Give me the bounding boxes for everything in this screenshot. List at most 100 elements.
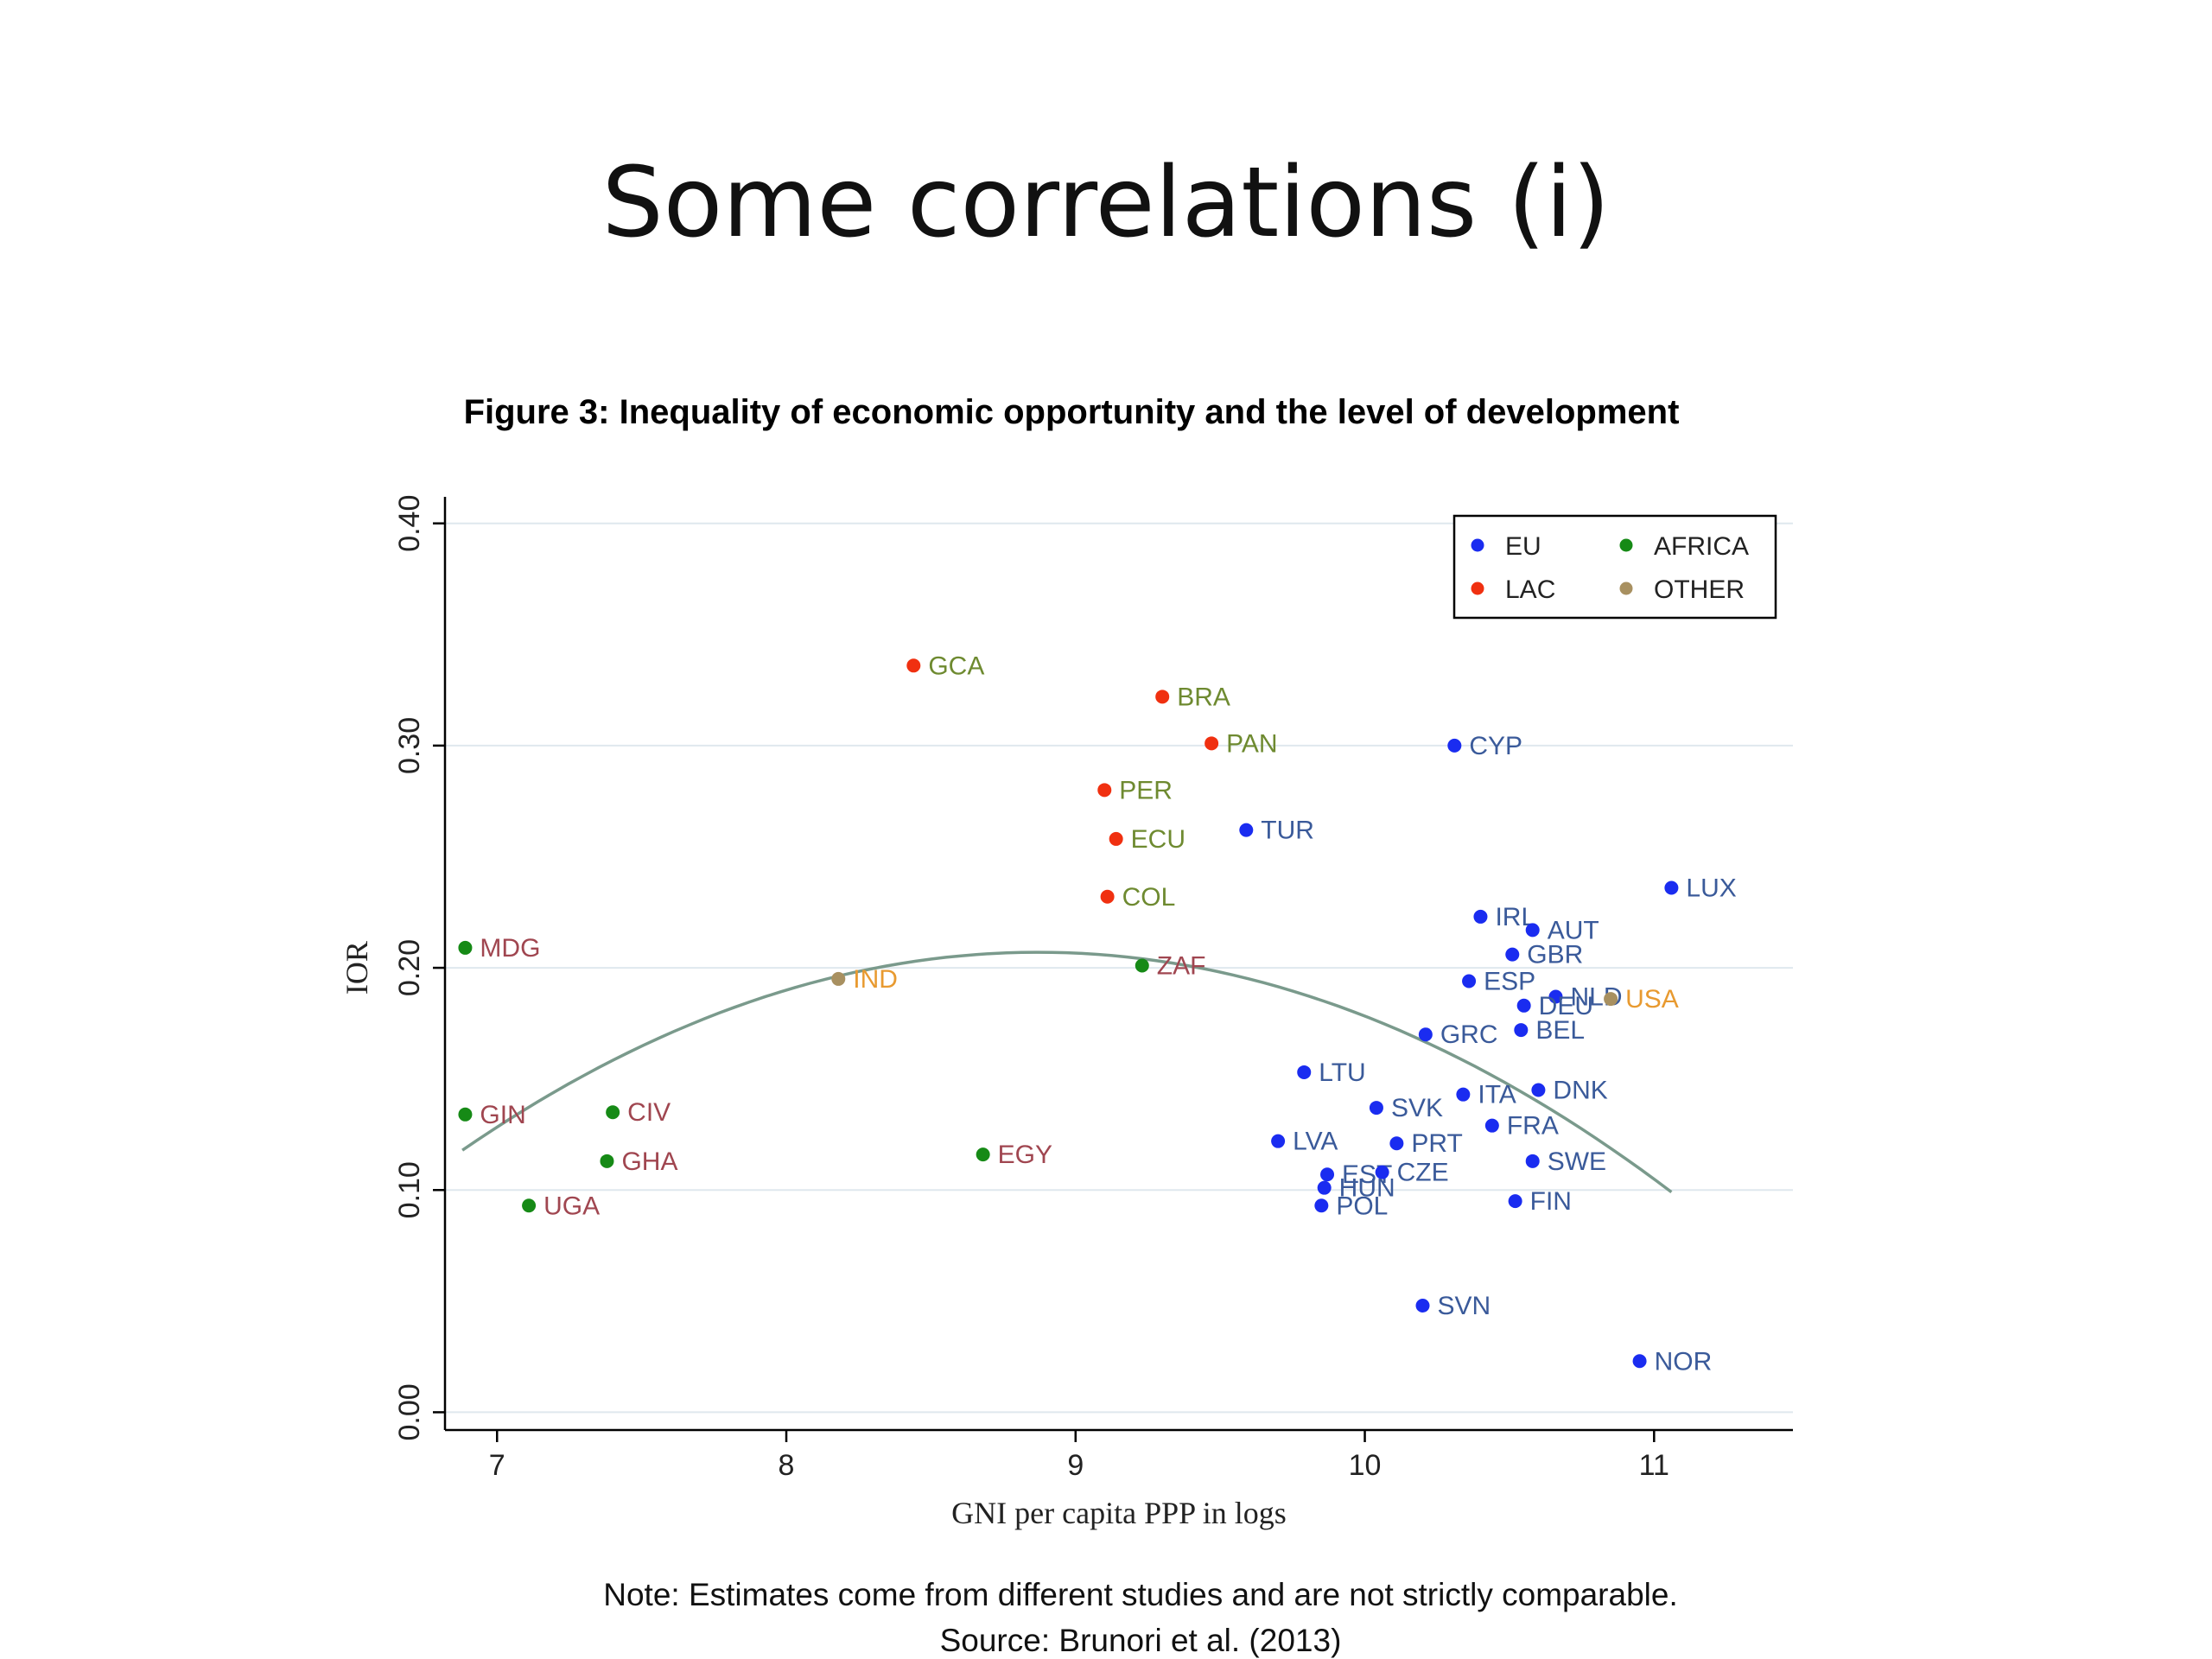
point-svn	[1415, 1298, 1430, 1313]
point-label-pan: PAN	[1226, 729, 1277, 758]
source-text: Source: Brunori et al. (2013)	[939, 1623, 1342, 1658]
point-fin	[1508, 1194, 1522, 1209]
point-bra	[1155, 690, 1170, 704]
x-tick-label-2: 9	[1067, 1449, 1084, 1482]
point-label-uga: UGA	[543, 1192, 600, 1220]
x-axis-title: GNI per capita PPP in logs	[951, 1496, 1287, 1530]
point-label-per: PER	[1119, 776, 1173, 804]
point-label-lux: LUX	[1686, 874, 1736, 902]
point-nld	[1548, 989, 1563, 1004]
x-tick-label-3: 10	[1349, 1449, 1382, 1482]
point-nor	[1632, 1354, 1647, 1369]
point-ecu	[1109, 831, 1123, 846]
point-label-egy: EGY	[998, 1141, 1052, 1169]
point-label-svn: SVN	[1438, 1292, 1491, 1320]
slide-title: Some correlations (i)	[601, 147, 1611, 259]
legend-box	[1452, 514, 1777, 620]
point-gha	[600, 1154, 614, 1168]
y-tick-label-3: 0.30	[393, 717, 426, 774]
point-label-pol: POL	[1336, 1192, 1388, 1220]
point-svk	[1369, 1101, 1383, 1116]
point-cze	[1375, 1165, 1389, 1179]
x-tick-label-0: 7	[489, 1449, 505, 1482]
legend-marker-africa	[1619, 538, 1633, 552]
point-ltu	[1297, 1065, 1312, 1079]
point-label-fin: FIN	[1530, 1187, 1572, 1216]
point-label-esp: ESP	[1484, 968, 1535, 996]
point-label-gca: GCA	[928, 652, 984, 680]
point-label-gin: GIN	[480, 1101, 525, 1129]
legend-marker-other	[1619, 582, 1633, 595]
point-gca	[906, 658, 921, 673]
point-label-fra: FRA	[1507, 1112, 1559, 1141]
point-label-ita: ITA	[1478, 1081, 1516, 1109]
point-est	[1320, 1167, 1335, 1182]
point-aut	[1525, 923, 1540, 938]
point-cyp	[1447, 738, 1462, 753]
legend: EU AFRICA LAC OTHER	[1452, 514, 1777, 620]
point-irl	[1473, 909, 1488, 924]
point-label-lva: LVA	[1293, 1128, 1338, 1156]
point-label-bel: BEL	[1535, 1016, 1585, 1045]
point-label-civ: CIV	[627, 1098, 671, 1127]
axes: 0.00 0.10 0.20 0.30 0.40 7 8 9 10 11 GNI per capit…	[340, 495, 1793, 1530]
point-label-dnk: DNK	[1553, 1077, 1607, 1105]
note-text: Note: Estimates come from different stud…	[603, 1577, 1678, 1612]
figure-title: Figure 3: Inequality of economic opportu…	[463, 393, 1680, 431]
point-label-bra: BRA	[1177, 683, 1230, 711]
legend-marker-lac	[1471, 582, 1484, 595]
point-deu	[1516, 998, 1531, 1013]
y-tick-label-1: 0.10	[393, 1161, 426, 1218]
figure-title-wrap: Figure 3: Inequality of economic opportu…	[0, 393, 2212, 432]
legend-label-lac: LAC	[1505, 575, 1555, 604]
point-label-deu: DEU	[1539, 992, 1593, 1020]
point-label-ecu: ECU	[1131, 825, 1185, 854]
point-label-tur: TUR	[1261, 817, 1314, 845]
point-gin	[458, 1107, 473, 1122]
point-fra	[1484, 1118, 1499, 1133]
point-pol	[1314, 1198, 1329, 1213]
point-usa	[1604, 992, 1618, 1007]
y-tick-label-2: 0.20	[393, 939, 426, 996]
point-label-swe: SWE	[1548, 1147, 1606, 1176]
fit-curve-layer	[461, 950, 1673, 1194]
point-label-usa: USA	[1625, 985, 1679, 1014]
point-ita	[1456, 1087, 1471, 1102]
point-egy	[976, 1147, 990, 1162]
point-label-zaf: ZAF	[1157, 952, 1206, 981]
point-gbr	[1505, 947, 1520, 962]
point-tur	[1239, 823, 1254, 837]
point-per	[1097, 783, 1112, 798]
point-esp	[1462, 974, 1477, 988]
point-label-col: COL	[1122, 883, 1176, 912]
y-tick-label-4: 0.40	[393, 495, 426, 552]
point-label-cze: CZE	[1397, 1159, 1449, 1187]
point-label-ltu: LTU	[1319, 1058, 1365, 1087]
point-label-cyp: CYP	[1469, 732, 1522, 760]
legend-label-africa: AFRICA	[1654, 532, 1749, 561]
y-axis-title: IOR	[340, 941, 374, 995]
grid-lines	[445, 522, 1793, 1414]
point-civ	[606, 1105, 620, 1120]
point-label-gbr: GBR	[1527, 941, 1583, 969]
point-dnk	[1531, 1083, 1546, 1097]
point-zaf	[1135, 958, 1149, 973]
point-mdg	[458, 940, 473, 955]
point-hun	[1317, 1180, 1332, 1195]
legend-marker-eu	[1471, 538, 1484, 552]
point-label-gha: GHA	[621, 1147, 677, 1176]
point-label-ind: IND	[853, 965, 898, 994]
scatter-chart: 0.00 0.10 0.20 0.30 0.40 7 8 9 10 11 GNI per capit…	[340, 495, 1793, 1530]
x-tick-label-1: 8	[779, 1449, 795, 1482]
fit-curve	[461, 950, 1673, 1194]
point-bel	[1514, 1023, 1529, 1038]
point-col	[1100, 889, 1115, 904]
point-pan	[1205, 736, 1219, 751]
legend-label-eu: EU	[1505, 532, 1541, 561]
y-tick-label-0: 0.00	[393, 1383, 426, 1440]
point-label-aut: AUT	[1548, 916, 1599, 944]
legend-label-other: OTHER	[1654, 575, 1745, 604]
point-label-grc: GRC	[1440, 1020, 1498, 1049]
point-lux	[1664, 880, 1679, 895]
